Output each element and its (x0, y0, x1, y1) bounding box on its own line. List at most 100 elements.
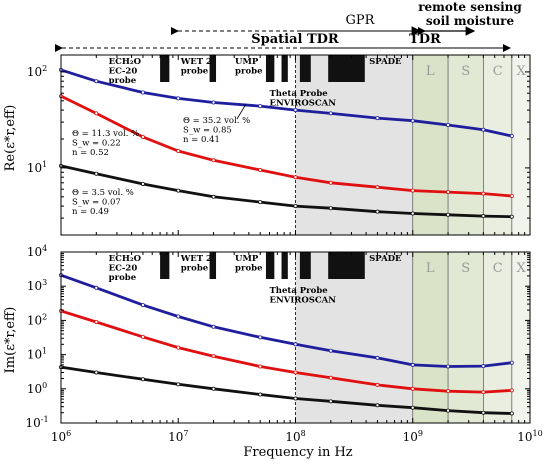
data-point-black (258, 200, 263, 205)
annotation-red: n = 0.52 (72, 148, 109, 158)
data-point-blue (258, 335, 263, 340)
data-point-black (140, 377, 145, 382)
annotation-leader-line (236, 103, 247, 120)
y-tick-label: 10-1 (25, 415, 48, 430)
lower-ylabel: Im(ε*r,eff) (3, 307, 18, 374)
data-point-red (293, 370, 298, 375)
data-point-black (410, 211, 415, 216)
sensor-label-spade: SPADE (369, 254, 402, 264)
sensor-label-theta: Theta Probe (269, 89, 328, 99)
band-x-label: X (516, 261, 526, 276)
data-point-black (328, 399, 333, 404)
sensor-label-ump: UMP (235, 254, 259, 264)
data-point-black (509, 214, 514, 219)
data-point-blue (211, 324, 216, 329)
sensor-range-block (160, 55, 170, 82)
data-point-black (481, 410, 486, 415)
data-point-blue (509, 360, 514, 365)
data-point-blue (293, 342, 298, 347)
sensor-label-ump: probe (235, 67, 263, 77)
data-point-blue (328, 111, 333, 116)
data-point-blue (176, 314, 181, 319)
data-point-black (509, 411, 514, 416)
data-point-blue (481, 364, 486, 369)
sensor-range-block (328, 252, 365, 279)
data-point-blue (481, 127, 486, 132)
y-tick-label: 101 (27, 347, 47, 362)
data-point-black (140, 181, 145, 186)
data-point-black (446, 408, 451, 413)
sensor-label-ech2o: probe (109, 273, 137, 283)
data-point-black (481, 214, 486, 219)
y-tick-label: 103 (27, 278, 47, 293)
data-point-red (328, 375, 333, 380)
x-tick-label: 106 (51, 429, 71, 444)
sensor-label-ech2o: ECH₂O (109, 57, 142, 67)
upper-annotations: Θ = 35.2 vol. %S_w = 0.85n = 0.41 Θ = 11.… (72, 103, 250, 217)
annotation-black: n = 0.49 (72, 207, 109, 217)
band-c-label: C (493, 261, 503, 276)
data-point-black (94, 171, 99, 176)
data-point-red (446, 389, 451, 394)
annotation-black: Θ = 3.5 vol. % (72, 188, 134, 198)
band-l-region (412, 252, 449, 423)
data-point-black (375, 403, 380, 408)
sensor-label-ump: probe (235, 264, 263, 274)
band-c-region (483, 55, 512, 235)
sensor-label-wet2: WET 2 (180, 57, 212, 67)
sensor-range-block (328, 55, 365, 82)
spatial-tdr-label: Spatial TDR (251, 32, 339, 47)
data-point-red (446, 190, 451, 195)
data-point-black (375, 209, 380, 214)
tdr-label: TDR (409, 32, 441, 47)
sensor-range-block (265, 55, 275, 82)
lower-series (59, 273, 514, 416)
x-tick-label: 109 (403, 429, 423, 444)
band-x-label: X (516, 64, 526, 79)
data-point-blue (211, 100, 216, 105)
data-point-blue (140, 90, 145, 95)
data-point-red (211, 354, 216, 359)
sensor-label-theta: ENVIROSCAN (269, 99, 336, 109)
annotation-blue: Θ = 35.2 vol. % (183, 116, 250, 126)
x-tick-label: 108 (285, 429, 305, 444)
data-point-red (140, 134, 145, 139)
data-point-blue (328, 348, 333, 353)
data-point-black (293, 204, 298, 209)
band-x-region (511, 252, 530, 423)
data-point-red (258, 168, 263, 173)
sensor-label-theta: Theta Probe (269, 286, 328, 296)
data-point-black (176, 188, 181, 193)
upper-ylabel: Re(ε*r,eff) (3, 105, 18, 172)
sensor-label-ech2o: EC-20 (109, 67, 138, 77)
data-point-red (258, 364, 263, 369)
data-point-blue (446, 364, 451, 369)
sensor-range-block (281, 55, 288, 82)
y-tick-label: 102 (27, 312, 47, 327)
data-point-red (410, 188, 415, 193)
band-s-region (448, 252, 484, 423)
data-point-blue (293, 108, 298, 113)
data-point-blue (176, 96, 181, 101)
y-tick-label: 101 (27, 160, 47, 175)
data-point-red (293, 175, 298, 180)
data-point-red (176, 148, 181, 153)
data-point-black (328, 206, 333, 211)
sensor-label-spade: SPADE (369, 57, 402, 67)
data-point-black (94, 370, 99, 375)
data-point-red (375, 185, 380, 190)
sensor-label-wet2: probe (181, 67, 209, 77)
data-point-black (176, 382, 181, 387)
sensor-range-block (281, 252, 288, 279)
remote-label: remote sensing (418, 0, 522, 14)
gpr-region (295, 55, 413, 235)
band-s-label: S (461, 261, 470, 276)
data-point-blue (410, 362, 415, 367)
data-point-red (410, 386, 415, 391)
annotation-blue: n = 0.41 (183, 135, 220, 145)
data-point-red (481, 191, 486, 196)
